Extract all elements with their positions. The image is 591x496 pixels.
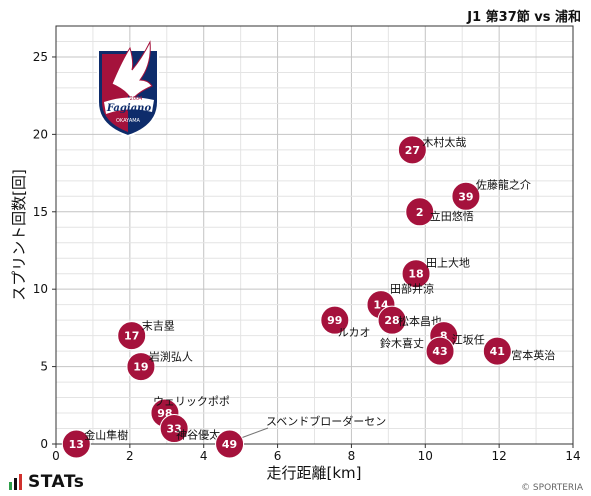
x-tick-label: 2 <box>126 449 134 463</box>
player-number: 27 <box>405 144 420 157</box>
player-name: 田上大地 <box>426 256 470 270</box>
crest-year: 2004 <box>130 96 143 102</box>
y-tick-label: 15 <box>33 205 48 219</box>
player-marker <box>159 414 189 444</box>
player-marker <box>215 429 245 459</box>
player-name: ウェリックポポ <box>153 395 230 408</box>
bar-chart-icon <box>9 474 22 490</box>
player-name: 田部井涼 <box>390 282 434 296</box>
player-point: 43 鈴木喜丈 <box>380 336 455 366</box>
player-name: 佐藤龍之介 <box>476 177 531 191</box>
player-point: 2 立田悠悟 <box>405 197 474 227</box>
player-name: スベンドブローダーセン <box>266 414 386 428</box>
x-axis-label: 走行距離[km] <box>266 464 361 482</box>
player-marker <box>451 181 481 211</box>
team-crest: Fagiano 2004 OKAYAMA <box>97 40 159 138</box>
player-number: 49 <box>222 438 237 451</box>
player-name: 神谷優太 <box>176 428 220 442</box>
y-tick-label: 0 <box>40 437 48 451</box>
y-tick-label: 25 <box>33 50 48 64</box>
player-number: 8 <box>440 330 448 343</box>
copyright: © SPORTERIA <box>521 483 583 493</box>
player-name: 末吉塁 <box>142 319 175 333</box>
player-number: 13 <box>69 438 84 451</box>
player-marker <box>425 336 455 366</box>
crest-city: OKAYAMA <box>116 118 141 124</box>
player-marker <box>405 197 435 227</box>
x-tick-label: 8 <box>348 449 356 463</box>
y-tick-label: 10 <box>33 282 48 296</box>
player-marker <box>117 321 147 351</box>
player-number: 19 <box>133 361 148 374</box>
x-tick-label: 4 <box>200 449 208 463</box>
axis-ticks: 0 2 4 6 8 10 12 14 0 5 10 15 20 25 <box>33 50 581 463</box>
player-marker <box>377 305 407 335</box>
player-name: 鈴木喜丈 <box>380 336 424 350</box>
player-number: 18 <box>408 268 423 281</box>
player-number: 17 <box>124 330 139 343</box>
player-point: 49 スベンドブローダーセン <box>215 414 386 459</box>
y-tick-label: 5 <box>40 360 48 374</box>
y-axis-label: スプリント回数[回] <box>10 169 28 301</box>
player-number: 28 <box>384 314 399 327</box>
x-tick-label: 10 <box>418 449 433 463</box>
player-name: 宮本英治 <box>511 348 555 362</box>
y-tick-label: 20 <box>33 127 48 141</box>
player-name: 立田悠悟 <box>430 209 474 223</box>
player-marker <box>126 352 156 382</box>
player-number: 43 <box>432 345 447 358</box>
player-name: 金山隼樹 <box>84 428 128 442</box>
x-tick-label: 12 <box>492 449 507 463</box>
player-number: 2 <box>416 206 424 219</box>
stats-logo: STATs <box>8 472 84 492</box>
player-marker <box>61 429 91 459</box>
player-name: 岩渕弘人 <box>149 350 193 364</box>
player-name: 江坂任 <box>452 334 485 347</box>
player-number: 41 <box>490 345 505 358</box>
player-marker <box>397 135 427 165</box>
x-tick-label: 6 <box>274 449 282 463</box>
crest-name: Fagiano <box>106 103 152 114</box>
player-number: 99 <box>327 314 342 327</box>
player-number: 39 <box>458 190 473 203</box>
player-marker <box>320 305 350 335</box>
player-name: 木村太哉 <box>422 135 466 149</box>
x-tick-label: 0 <box>52 449 60 463</box>
player-marker <box>482 336 512 366</box>
player-name: 松本昌也 <box>398 314 442 328</box>
brand-name: STATs <box>28 472 85 492</box>
player-name: ルカオ <box>338 326 371 339</box>
x-tick-label: 14 <box>565 449 580 463</box>
player-point: 41 宮本英治 <box>482 336 555 366</box>
player-marker <box>401 259 431 289</box>
plot-frame <box>55 25 574 445</box>
chart-title: J1 第37節 vs 浦和 <box>467 10 581 25</box>
player-number: 33 <box>167 423 182 436</box>
